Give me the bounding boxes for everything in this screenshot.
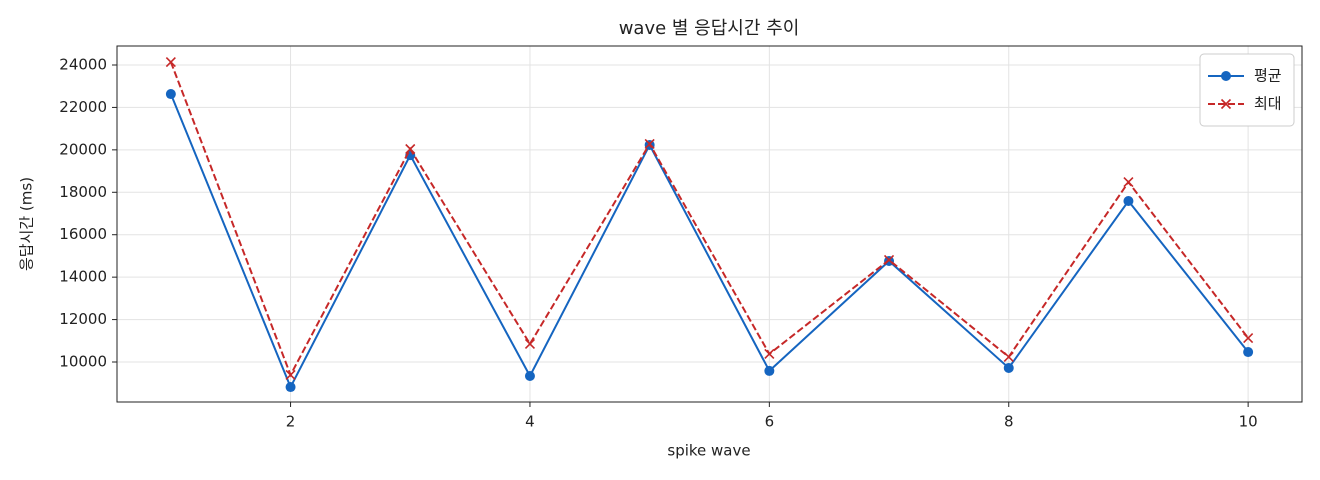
marker: [764, 348, 775, 360]
x-tick-label: 8: [1004, 413, 1014, 431]
legend-marker: [1220, 98, 1232, 110]
marker: [644, 138, 655, 149]
y-axis-label: 응답시간 (ms): [18, 177, 36, 271]
x-tick-label: 2: [286, 413, 296, 431]
y-tick-label: 22000: [59, 98, 107, 116]
y-tick-label: 10000: [59, 353, 107, 371]
marker: [1243, 332, 1254, 344]
line: [169, 61, 1249, 378]
marker: [1003, 351, 1014, 362]
marker: [285, 369, 296, 381]
marker: [764, 365, 775, 376]
y-tick-label: 16000: [59, 225, 107, 243]
marker: [1003, 362, 1014, 373]
marker: [883, 254, 895, 266]
plot-frame: [116, 45, 1303, 403]
x-axis-label: spike wave: [667, 442, 750, 460]
marker: [165, 56, 176, 68]
legend-label: 최대: [1254, 95, 1282, 113]
marker: [524, 338, 536, 350]
marker: [1123, 195, 1134, 206]
x-tick-label: 10: [1239, 413, 1258, 431]
y-tick-label: 20000: [59, 140, 107, 158]
line: [169, 93, 1249, 390]
y-tick-label: 18000: [59, 183, 107, 201]
marker: [1123, 177, 1134, 188]
y-tick-label: 14000: [59, 268, 107, 286]
x-tick-label: 4: [525, 413, 535, 431]
legend-marker: [1221, 71, 1231, 81]
marker: [285, 382, 296, 393]
chart-title: wave 별 응답시간 추이: [619, 18, 800, 39]
marker: [165, 89, 176, 100]
marker: [1243, 347, 1254, 358]
legend-label: 평균: [1254, 67, 1282, 85]
y-tick-label: 12000: [59, 310, 107, 328]
legend-box: [1199, 53, 1295, 127]
x-tick-label: 6: [765, 413, 775, 431]
marker: [524, 371, 535, 382]
y-tick-label: 24000: [59, 55, 107, 73]
marker: [405, 143, 416, 155]
